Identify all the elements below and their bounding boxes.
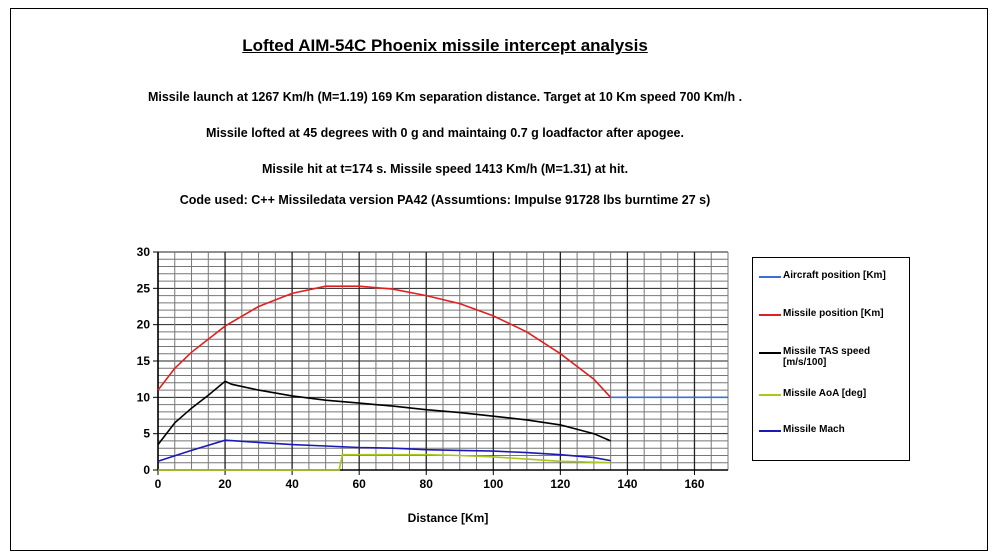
y-tick-label: 0	[143, 463, 150, 477]
x-tick-label: 140	[617, 477, 637, 491]
legend-item: Missile TAS speed [m/s/100]	[759, 346, 903, 368]
legend-swatch	[759, 352, 781, 354]
x-tick-label: 0	[155, 477, 162, 491]
legend-label: Missile AoA [deg]	[783, 388, 867, 399]
legend-item: Aircraft position [Km]	[759, 270, 903, 281]
x-tick-label: 20	[218, 477, 232, 491]
series-line-missile-aoa-deg	[158, 453, 611, 471]
series-line-missile-mach	[157, 439, 611, 463]
y-tick-label: 10	[137, 390, 151, 404]
legend-item: Missile Mach	[759, 424, 903, 435]
chart-title: Lofted AIM-54C Phoenix missile intercept…	[242, 36, 648, 55]
legend-swatch	[759, 394, 781, 396]
subtitle-line-3: Missile hit at t=174 s. Missile speed 14…	[261, 162, 629, 176]
x-tick-label: 100	[483, 477, 503, 491]
legend-item: Missile AoA [deg]	[759, 388, 903, 399]
legend-label: Missile position [Km]	[783, 308, 884, 319]
legend-swatch	[759, 276, 781, 278]
grid	[157, 251, 729, 471]
subtitle-line-1: Missile launch at 1267 Km/h (M=1.19) 169…	[147, 90, 743, 104]
legend-label: Missile TAS speed [m/s/100]	[783, 346, 871, 368]
chart-frame	[10, 8, 988, 551]
x-tick-label: 60	[352, 477, 366, 491]
y-tick-label: 15	[137, 354, 151, 368]
legend-item: Missile position [Km]	[759, 308, 903, 319]
subtitle-line-4: Code used: C++ Missiledata version PA42 …	[179, 193, 711, 207]
x-tick-label: 80	[420, 477, 434, 491]
subtitle-line-2: Missile lofted at 45 degrees with 0 g an…	[206, 126, 684, 140]
series-line-missile-position-km	[157, 285, 612, 398]
y-tick-label: 30	[137, 245, 151, 259]
series-line-missile-tas-speed-m-s-100	[157, 380, 611, 446]
legend-label: Aircraft position [Km]	[783, 270, 886, 281]
y-tick-label: 25	[137, 281, 151, 295]
x-tick-label: 160	[684, 477, 704, 491]
legend-label: Missile Mach	[783, 424, 845, 435]
legend: Aircraft position [Km] Missile position […	[752, 257, 910, 461]
tick-labels: 0 20 40 60 80 100 120 140 160 0 5 10 15 20 25 30	[137, 245, 705, 491]
x-tick-label: 40	[285, 477, 299, 491]
legend-swatch	[759, 430, 781, 432]
y-tick-label: 20	[137, 318, 151, 332]
legend-swatch	[759, 314, 781, 316]
series-lines	[157, 285, 728, 471]
x-axis-label: Distance [Km]	[408, 511, 489, 525]
y-tick-label: 5	[143, 427, 150, 441]
x-tick-label: 120	[550, 477, 570, 491]
